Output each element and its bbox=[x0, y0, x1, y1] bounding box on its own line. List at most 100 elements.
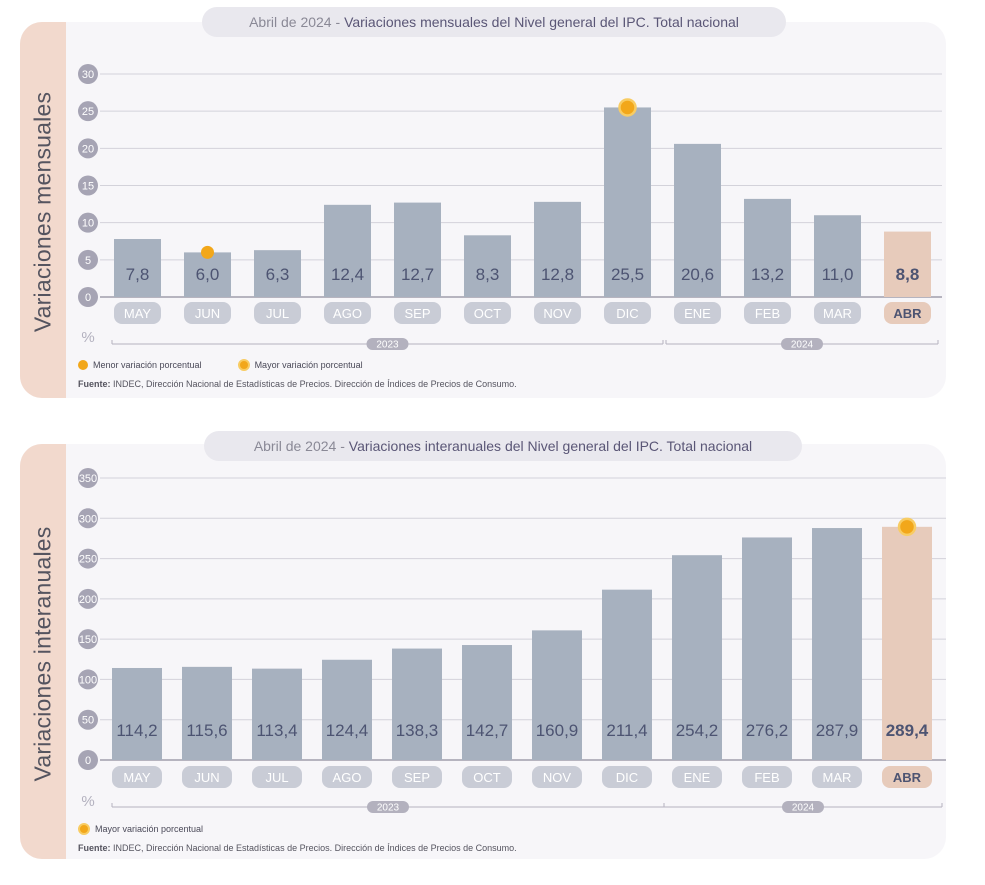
category-pill bbox=[184, 302, 231, 324]
legend-item: Menor variación porcentual bbox=[78, 360, 202, 370]
max-marker-icon bbox=[78, 823, 90, 835]
value-label-feb: 276,2 bbox=[746, 721, 789, 740]
legend-label: Mayor variación porcentual bbox=[95, 824, 204, 834]
x-tick-label-may: MAY bbox=[124, 306, 152, 321]
bar-may bbox=[114, 239, 161, 297]
bar-ago bbox=[322, 659, 372, 760]
y-tick-label: 50 bbox=[82, 715, 94, 727]
bar-abr bbox=[882, 526, 932, 760]
year-pill bbox=[781, 338, 823, 350]
category-pill bbox=[674, 302, 721, 324]
x-tick-label-ene: ENE bbox=[684, 770, 711, 785]
bar-mar bbox=[814, 215, 861, 297]
x-tick-label-feb: FEB bbox=[754, 770, 779, 785]
max-marker bbox=[897, 517, 917, 537]
y-tick-label: 10 bbox=[82, 218, 94, 230]
value-label-mar: 11,0 bbox=[822, 265, 854, 284]
bar-abr bbox=[884, 231, 931, 297]
value-label-ene: 254,2 bbox=[676, 721, 719, 740]
min-marker-icon bbox=[78, 360, 88, 370]
bar-jun bbox=[184, 252, 231, 297]
category-pill bbox=[252, 766, 302, 788]
category-pill bbox=[884, 302, 931, 324]
category-pill bbox=[464, 302, 511, 324]
y-tick-label: 200 bbox=[79, 594, 97, 606]
legend-label: Mayor variación porcentual bbox=[254, 360, 363, 370]
y-unit-label: % bbox=[81, 793, 94, 810]
x-tick-label-may: MAY bbox=[123, 770, 151, 785]
value-label-sep: 138,3 bbox=[396, 721, 439, 740]
bar-sep bbox=[392, 648, 442, 760]
category-pill bbox=[882, 766, 932, 788]
bar-jul bbox=[252, 668, 302, 760]
x-tick-label-abr: ABR bbox=[893, 770, 922, 785]
x-tick-label-dic: DIC bbox=[616, 770, 638, 785]
y-tick-label: 0 bbox=[85, 755, 91, 767]
bar-ene bbox=[674, 143, 721, 297]
value-label-nov: 160,9 bbox=[536, 721, 579, 740]
year-label: 2023 bbox=[376, 340, 399, 351]
y-tick-badge bbox=[78, 287, 98, 307]
legend-item: Mayor variación porcentual bbox=[237, 359, 363, 371]
y-tick-badge bbox=[78, 750, 98, 770]
year-pill bbox=[366, 338, 409, 350]
y-tick-label: 5 bbox=[85, 255, 91, 267]
category-pill bbox=[112, 766, 162, 788]
source-note: Fuente: INDEC, Dirección Nacional de Est… bbox=[78, 843, 517, 853]
value-label-jun: 6,0 bbox=[196, 265, 220, 284]
bar-ene bbox=[672, 555, 722, 760]
y-tick-badge bbox=[78, 212, 98, 233]
bar-oct bbox=[464, 235, 511, 297]
value-label-may: 114,2 bbox=[116, 721, 157, 740]
value-label-nov: 12,8 bbox=[541, 265, 574, 284]
y-tick-badge bbox=[78, 508, 98, 529]
value-label-abr: 289,4 bbox=[886, 721, 929, 740]
category-pill bbox=[814, 302, 861, 324]
legend-item: Mayor variación porcentual bbox=[78, 823, 203, 835]
y-tick-label: 250 bbox=[79, 554, 97, 566]
chart-title: Abril de 2024 - Variaciones mensuales de… bbox=[202, 7, 786, 37]
legend: Menor variación porcentual Mayor variació… bbox=[78, 359, 393, 371]
bar-feb bbox=[744, 198, 791, 297]
x-tick-label-oct: OCT bbox=[473, 770, 501, 785]
y-tick-badge bbox=[78, 101, 98, 122]
value-label-abr: 8,8 bbox=[896, 265, 920, 284]
bar-may bbox=[112, 667, 162, 760]
x-tick-label-mar: MAR bbox=[823, 770, 852, 785]
x-tick-label-jun: JUN bbox=[194, 770, 219, 785]
category-pill bbox=[532, 766, 582, 788]
x-tick-label-ene: ENE bbox=[684, 306, 711, 321]
bar-ago bbox=[324, 204, 371, 297]
category-pill bbox=[602, 766, 652, 788]
value-label-dic: 25,5 bbox=[611, 265, 644, 284]
y-tick-badge bbox=[78, 175, 98, 196]
y-unit-label: % bbox=[81, 329, 94, 346]
x-tick-label-feb: FEB bbox=[755, 306, 780, 321]
bar-nov bbox=[532, 630, 582, 760]
value-label-ago: 12,4 bbox=[331, 265, 364, 284]
category-pill bbox=[604, 302, 651, 324]
category-pill bbox=[114, 302, 161, 324]
x-tick-label-jul: JUL bbox=[265, 770, 288, 785]
bar-dic bbox=[602, 589, 652, 760]
max-marker bbox=[618, 98, 637, 117]
x-tick-label-nov: NOV bbox=[543, 770, 572, 785]
side-band bbox=[20, 444, 66, 859]
x-tick-label-jun: JUN bbox=[195, 306, 220, 321]
y-tick-label: 25 bbox=[82, 106, 94, 118]
category-pill bbox=[534, 302, 581, 324]
y-tick-label: 300 bbox=[79, 513, 97, 525]
year-pill bbox=[367, 801, 409, 813]
year-label: 2024 bbox=[792, 803, 815, 814]
category-pill bbox=[742, 766, 792, 788]
title-main: Variaciones mensuales del Nivel general … bbox=[344, 14, 739, 30]
bar-mar bbox=[812, 528, 862, 760]
value-label-oct: 8,3 bbox=[476, 265, 500, 284]
category-pill bbox=[744, 302, 791, 324]
category-pill bbox=[812, 766, 862, 788]
y-tick-label: 100 bbox=[79, 674, 97, 686]
y-tick-label: 20 bbox=[82, 143, 94, 155]
y-tick-badge bbox=[78, 64, 98, 84]
